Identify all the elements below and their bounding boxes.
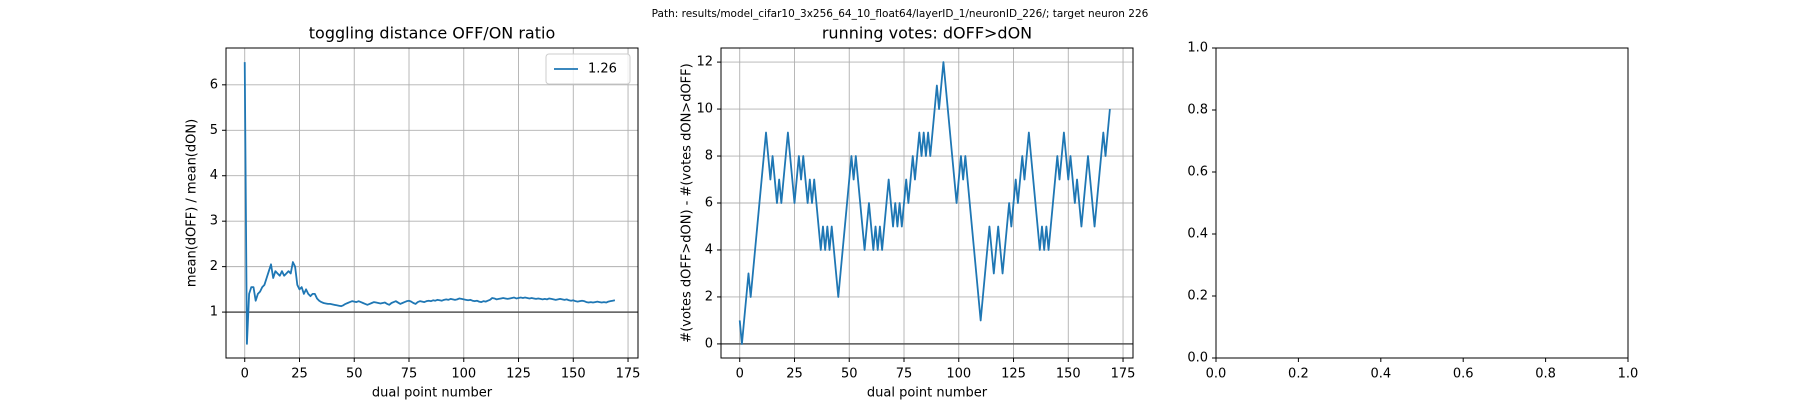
y-tick-label: 2 [705, 289, 713, 304]
y-axis-label: mean(dOFF) / mean(dON) [185, 119, 200, 287]
x-tick-label: 75 [896, 367, 913, 382]
data-line [243, 62, 616, 345]
y-axis-label: #(votes dOFF>dON) - #(votes dON>dOFF) [680, 63, 695, 342]
x-tick-label: 1.0 [1618, 367, 1639, 382]
y-tick-label: 4 [210, 168, 218, 183]
x-tick-label: 0.2 [1288, 367, 1309, 382]
chart-title: toggling distance OFF/ON ratio [309, 24, 555, 43]
x-tick-label: 0 [241, 367, 249, 382]
legend-box [545, 53, 631, 85]
y-tick-label: 8 [705, 149, 713, 164]
x-tick-label: 25 [786, 367, 803, 382]
x-tick-label: 100 [451, 367, 476, 382]
y-tick-label: 4 [705, 242, 713, 257]
y-tick-label: 1 [210, 305, 218, 320]
y-tick-label: 0.2 [1187, 289, 1208, 304]
y-tick-label: 0 [705, 336, 713, 351]
y-tick-label: 0.8 [1187, 103, 1208, 118]
axes-frame [225, 47, 639, 359]
y-tick-label: 0.6 [1187, 165, 1208, 180]
x-axis-label: dual point number [372, 386, 493, 400]
x-tick-label: 150 [561, 367, 586, 382]
y-tick-label: 1.0 [1187, 41, 1208, 56]
y-tick-label: 0.0 [1187, 351, 1208, 366]
y-tick-label: 6 [705, 196, 713, 211]
x-tick-label: 100 [946, 367, 971, 382]
x-tick-label: 0.4 [1370, 367, 1391, 382]
x-tick-label: 0.0 [1206, 367, 1227, 382]
x-tick-label: 175 [616, 367, 641, 382]
x-tick-label: 0.8 [1535, 367, 1556, 382]
x-tick-label: 175 [1111, 367, 1136, 382]
x-axis-label: dual point number [867, 386, 988, 400]
x-tick-label: 125 [1001, 367, 1026, 382]
figure-title: Path: results/model_cifar10_3x256_64_10_… [652, 8, 1149, 20]
y-tick-label: 0.4 [1187, 227, 1208, 242]
axes-frame [1215, 47, 1629, 359]
x-tick-label: 50 [841, 367, 858, 382]
legend-label: 1.26 [588, 62, 617, 77]
y-tick-label: 12 [696, 55, 713, 70]
x-tick-label: 0 [736, 367, 744, 382]
x-tick-label: 75 [401, 367, 418, 382]
chart-title: running votes: dOFF>dON [822, 24, 1032, 43]
y-tick-label: 3 [210, 214, 218, 229]
y-tick-label: 6 [210, 77, 218, 92]
x-tick-label: 25 [291, 367, 308, 382]
x-tick-label: 50 [346, 367, 363, 382]
y-tick-label: 10 [696, 102, 713, 117]
axes-frame [720, 47, 1134, 359]
y-tick-label: 2 [210, 259, 218, 274]
x-tick-label: 150 [1056, 367, 1081, 382]
x-tick-label: 0.6 [1453, 367, 1474, 382]
data-line [738, 61, 1111, 345]
x-tick-label: 125 [506, 367, 531, 382]
y-tick-label: 5 [210, 123, 218, 138]
